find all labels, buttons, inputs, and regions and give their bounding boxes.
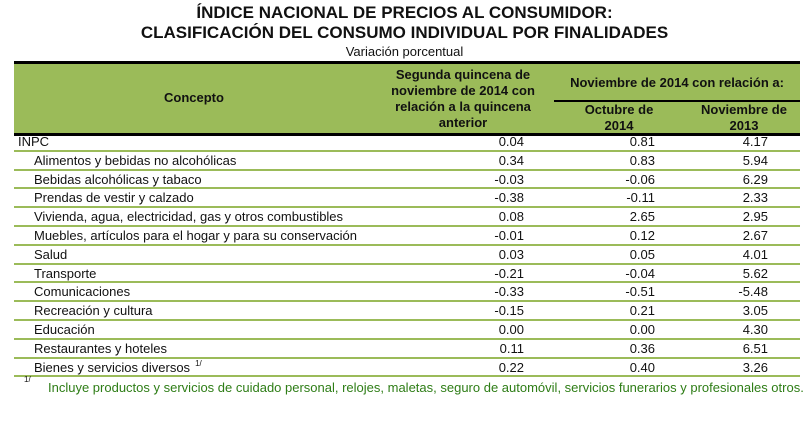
row-label-cell: Recreación y cultura: [34, 303, 153, 318]
row-value-v1: -0.21: [494, 265, 524, 281]
row-label: Muebles, artículos para el hogar y para …: [34, 227, 358, 243]
row-value-v1: 0.11: [499, 340, 524, 356]
row-label-cell: Bebidas alcohólicas y tabaco: [34, 172, 202, 187]
footnote-mark: 1/: [24, 375, 31, 384]
row-value-v2: -0.06: [625, 171, 655, 187]
row-value-v2: -0.04: [625, 265, 655, 281]
table-row: Prendas de vestir y calzado -0.38 -0.11 2.3…: [14, 189, 800, 209]
table-row: Alimentos y bebidas no alcohólicas 0.34 0.…: [14, 152, 800, 171]
row-value-v1: -0.03: [494, 171, 524, 187]
footnote-text: Incluye productos y servicios de cuidado…: [48, 380, 804, 395]
header-concept: Concepto: [164, 90, 224, 105]
row-label: Bienes y servicios diversos: [34, 359, 191, 375]
footnote: 1/ Incluye productos y servicios de cuid…: [24, 376, 804, 396]
row-value-v1: -0.33: [494, 284, 524, 300]
table-body: INPC 0.04 0.81 4.17 Alimentos y bebidas no a…: [14, 133, 800, 378]
row-value-v2: 0.12: [629, 227, 655, 243]
row-value-v2: 0.21: [629, 303, 655, 319]
row-value-v2: 0.05: [629, 246, 655, 262]
row-value-v1: 0.04: [498, 134, 524, 149]
table-row: Salud 0.03 0.05 4.01: [14, 246, 800, 265]
row-label: Transporte: [34, 265, 97, 281]
header-col3: Noviembre de 2013: [701, 102, 787, 133]
table-row: Comunicaciones -0.33 -0.51 -5.48: [14, 283, 800, 303]
subtitle: Variación porcentual: [345, 44, 464, 59]
table-row: Educación 0.00 0.00 4.30: [14, 321, 800, 340]
header-col2: Octubre de 2014: [584, 102, 654, 133]
row-value-v3: 2.67: [742, 227, 768, 243]
row-label-cell: Vivienda, agua, electricidad, gas y otro…: [34, 209, 343, 224]
row-label: Prendas de vestir y calzado: [34, 190, 194, 206]
row-label-cell: Muebles, artículos para el hogar y para …: [34, 228, 357, 243]
table-row: Restaurantes y hoteles 0.11 0.36 6.51: [14, 340, 800, 359]
table-row: Muebles, artículos para el hogar y para …: [14, 227, 800, 246]
table-header: Concepto Segunda quincena de noviembre d…: [14, 61, 800, 136]
title-line-2: CLASIFICACIÓN DEL CONSUMO INDIVIDUAL POR…: [140, 23, 669, 42]
header-col1: Segunda quincena de noviembre de 2014 co…: [391, 67, 535, 130]
row-label: Educación: [34, 321, 95, 337]
row-label: Recreación y cultura: [34, 303, 153, 319]
row-label-cell: Comunicaciones: [34, 284, 130, 299]
row-value-v2: 0.40: [629, 359, 655, 375]
title: ÍNDICE NACIONAL DE PRECIOS AL CONSUMIDOR…: [0, 3, 809, 43]
row-value-v3: 4.01: [742, 246, 768, 262]
row-value-v1: 0.08: [498, 209, 524, 225]
row-value-v1: -0.15: [494, 303, 524, 319]
row-value-v3: 5.94: [742, 152, 768, 168]
title-line-1: ÍNDICE NACIONAL DE PRECIOS AL CONSUMIDOR…: [196, 3, 613, 22]
row-label: Salud: [34, 246, 68, 262]
row-label-cell: Educación: [34, 322, 95, 337]
row-value-v3: 6.29: [742, 171, 768, 187]
row-value-v3: 3.26: [742, 359, 768, 375]
row-value-v3: 2.33: [742, 190, 768, 206]
row-label-cell: INPC: [18, 134, 49, 149]
row-label-cell: Transporte: [34, 266, 96, 281]
row-value-v3: 3.05: [742, 303, 768, 319]
row-label-cell: Bienes y servicios diversos 1/: [34, 358, 202, 375]
table-row: Bienes y servicios diversos 1/0.22 0.40 3.2…: [14, 359, 800, 378]
header-group: Noviembre de 2014 con relación a:: [570, 75, 784, 90]
row-label-cell: Alimentos y bebidas no alcohólicas: [34, 153, 236, 168]
header-divider: [554, 100, 800, 102]
table-row: Bebidas alcohólicas y tabaco -0.03 -0.06 6.…: [14, 171, 800, 190]
row-value-v2: 0.00: [629, 321, 655, 337]
row-value-v3: 4.30: [742, 321, 768, 337]
row-label: Comunicaciones: [34, 284, 131, 300]
row-value-v2: 0.36: [629, 340, 655, 356]
row-label: INPC: [18, 134, 50, 149]
row-label: Bebidas alcohólicas y tabaco: [34, 171, 202, 187]
row-value-v3: -5.48: [738, 284, 768, 300]
row-label-cell: Prendas de vestir y calzado: [34, 190, 194, 205]
row-value-v1: 0.34: [498, 152, 524, 168]
row-label-cell: Salud: [34, 247, 67, 262]
table-row: INPC 0.04 0.81 4.17: [14, 133, 800, 152]
table-row: Transporte -0.21 -0.04 5.62: [14, 265, 800, 284]
table-row: Vivienda, agua, electricidad, gas y otro…: [14, 208, 800, 227]
row-value-v2: -0.51: [625, 284, 655, 300]
row-value-v3: 6.51: [742, 340, 768, 356]
row-value-v2: -0.11: [626, 190, 655, 206]
row-value-v2: 2.65: [629, 209, 655, 225]
row-value-v1: -0.01: [494, 227, 524, 243]
row-value-v3: 5.62: [742, 265, 768, 281]
row-value-v3: 2.95: [742, 209, 768, 225]
row-value-v1: 0.00: [498, 321, 524, 337]
row-label: Alimentos y bebidas no alcohólicas: [34, 152, 237, 168]
row-value-v1: 0.22: [498, 359, 524, 375]
row-label: Restaurantes y hoteles: [34, 340, 167, 356]
row-value-v3: 4.17: [742, 134, 768, 149]
row-value-v2: 0.81: [629, 134, 655, 149]
row-label-cell: Restaurantes y hoteles: [34, 341, 167, 356]
table-row: Recreación y cultura -0.15 0.21 3.05: [14, 302, 800, 321]
row-label: Vivienda, agua, electricidad, gas y otro…: [34, 209, 344, 225]
row-value-v2: 0.83: [629, 152, 655, 168]
row-value-v1: 0.03: [498, 246, 524, 262]
row-note: 1/: [195, 358, 202, 368]
row-value-v1: -0.38: [494, 190, 524, 206]
